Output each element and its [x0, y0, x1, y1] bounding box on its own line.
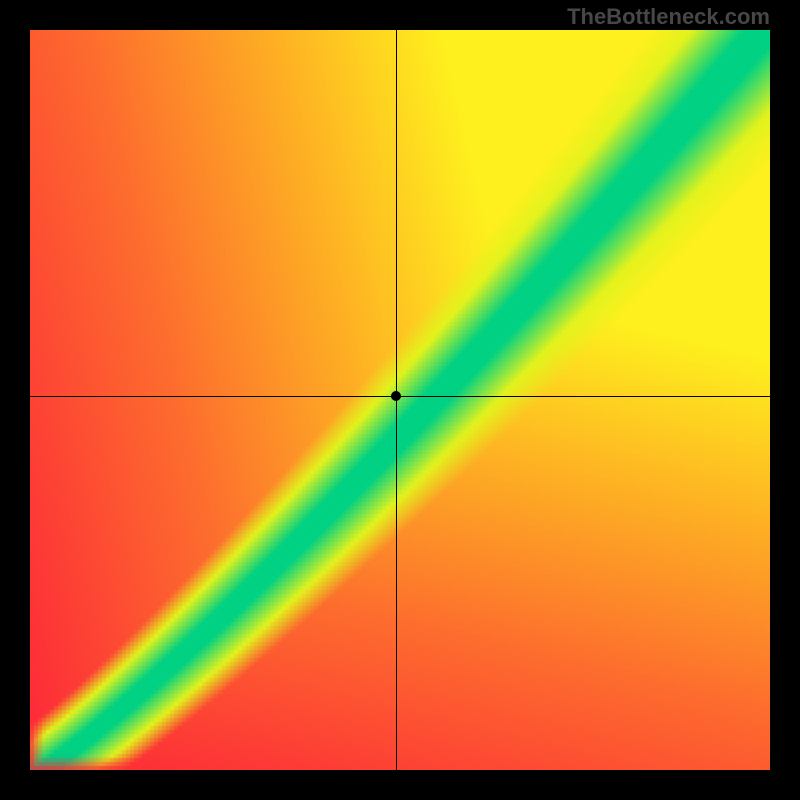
heatmap-canvas	[30, 30, 770, 770]
chart-frame: TheBottleneck.com	[0, 0, 800, 800]
plot-area	[30, 30, 770, 770]
crosshair-point	[391, 391, 401, 401]
watermark-text: TheBottleneck.com	[567, 4, 770, 30]
